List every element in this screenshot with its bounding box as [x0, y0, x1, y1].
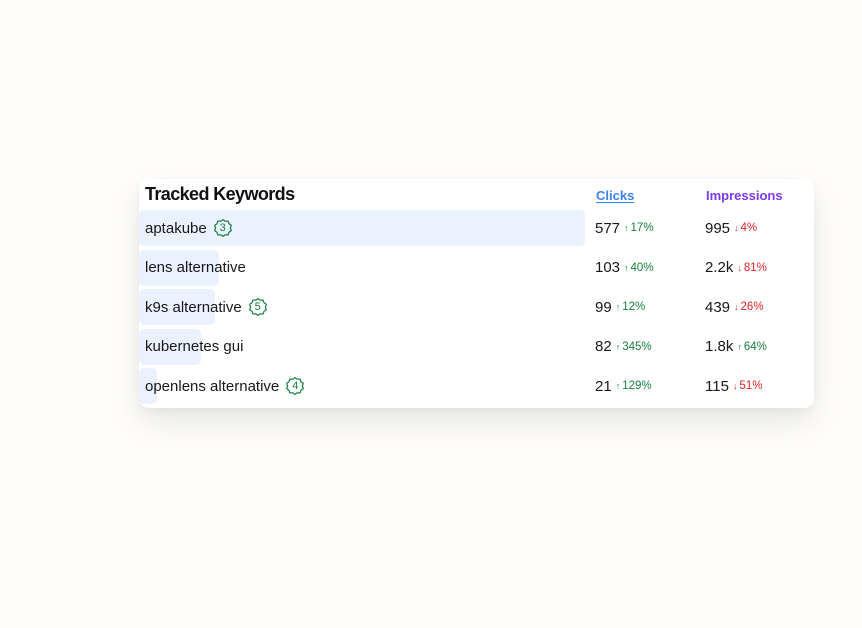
clicks-delta-value: 129%	[622, 380, 652, 393]
impressions-delta: ↓ 4%	[734, 222, 757, 234]
keyword-row[interactable]: openlens alternative 4 21 ↑ 129% 115 ↓ 51%	[139, 368, 814, 405]
keyword-share-bar	[139, 368, 157, 405]
tracked-keywords-card: Tracked Keywords Clicks Impressions apta…	[139, 179, 814, 408]
rank-number: 3	[219, 222, 226, 234]
keyword-label: openlens alternative	[145, 377, 280, 395]
impressions-delta-value: 26%	[740, 301, 764, 314]
clicks-delta: ↑ 129%	[616, 380, 652, 392]
impressions-cell: 115 ↓ 51%	[705, 368, 762, 404]
impressions-value: 439	[705, 298, 731, 316]
impressions-delta: ↓ 81%	[737, 262, 767, 274]
impressions-delta: ↓ 26%	[734, 301, 764, 313]
impressions-value: 2.2k	[705, 259, 734, 277]
keyword-share-bar	[139, 289, 215, 326]
impressions-value: 995	[705, 219, 731, 237]
keyword-share-bar	[139, 249, 220, 286]
keyword-label: lens alternative	[145, 259, 246, 277]
impressions-column-header[interactable]: Impressions	[706, 188, 783, 203]
clicks-delta: ↑ 40%	[624, 262, 654, 274]
keyword-label: kubernetes gui	[145, 338, 244, 356]
clicks-delta: ↑ 12%	[616, 301, 646, 313]
impressions-value: 1.8k	[705, 338, 734, 356]
clicks-value: 99	[595, 298, 612, 316]
keyword-row[interactable]: k9s alternative 5 99 ↑ 12% 439 ↓ 26%	[139, 289, 814, 326]
arrow-down-icon: ↓	[737, 262, 742, 273]
clicks-value: 577	[595, 219, 621, 237]
rank-badge-icon: 3	[213, 218, 233, 238]
keyword-row[interactable]: lens alternative 103 ↑ 40% 2.2k ↓ 81%	[139, 249, 814, 286]
rank-badge-icon: 5	[248, 297, 268, 317]
impressions-delta-value: 4%	[740, 222, 758, 234]
clicks-delta: ↑ 17%	[624, 222, 654, 234]
clicks-delta-value: 17%	[630, 222, 654, 234]
arrow-up-icon: ↑	[624, 262, 629, 273]
clicks-cell: 21 ↑ 129%	[595, 368, 652, 404]
keyword-cell: lens alternative	[145, 250, 246, 286]
keyword-cell: openlens alternative 4	[145, 368, 305, 404]
keyword-label: k9s alternative	[145, 298, 242, 316]
arrow-up-icon: ↑	[615, 381, 621, 392]
keyword-share-bar	[139, 328, 202, 365]
arrow-up-icon: ↑	[737, 341, 742, 352]
clicks-column-header[interactable]: Clicks	[596, 188, 635, 203]
keyword-cell: k9s alternative 5	[145, 289, 268, 325]
impressions-value: 115	[705, 377, 729, 395]
impressions-cell: 1.8k ↑ 64%	[705, 329, 767, 365]
impressions-delta-value: 81%	[743, 261, 767, 274]
clicks-value: 82	[595, 338, 612, 356]
card-title: Tracked Keywords	[145, 184, 295, 204]
clicks-cell: 103 ↑ 40%	[595, 250, 654, 286]
keyword-share-bar	[139, 210, 585, 246]
clicks-cell: 577 ↑ 17%	[595, 210, 654, 246]
clicks-value: 103	[595, 259, 621, 277]
impressions-delta-value: 51%	[739, 380, 763, 393]
keyword-row[interactable]: kubernetes gui 82 ↑ 345% 1.8k ↑ 64%	[139, 328, 814, 365]
clicks-value: 21	[595, 377, 612, 395]
keyword-cell: aptakube 3	[145, 210, 233, 246]
impressions-cell: 995 ↓ 4%	[705, 210, 757, 246]
keyword-label: aptakube	[145, 219, 207, 237]
clicks-cell: 82 ↑ 345%	[595, 329, 652, 365]
arrow-up-icon: ↑	[615, 302, 621, 313]
clicks-delta: ↑ 345%	[616, 341, 652, 353]
rank-badge-icon: 4	[285, 376, 305, 396]
impressions-cell: 2.2k ↓ 81%	[705, 250, 767, 286]
keyword-row[interactable]: aptakube 3 577 ↑ 17% 995 ↓ 4%	[139, 210, 814, 246]
impressions-delta: ↑ 64%	[737, 341, 767, 353]
clicks-cell: 99 ↑ 12%	[595, 289, 645, 325]
arrow-up-icon: ↑	[615, 341, 621, 352]
clicks-delta-value: 345%	[622, 340, 652, 353]
rank-number: 4	[292, 380, 299, 393]
arrow-up-icon: ↑	[624, 223, 629, 233]
clicks-delta-value: 40%	[630, 261, 654, 274]
arrow-down-icon: ↓	[734, 302, 739, 313]
impressions-delta: ↓ 51%	[733, 380, 763, 392]
rank-number: 5	[254, 301, 261, 314]
impressions-cell: 439 ↓ 26%	[705, 289, 764, 325]
impressions-delta-value: 64%	[743, 340, 767, 353]
keyword-cell: kubernetes gui	[145, 329, 243, 365]
arrow-down-icon: ↓	[732, 381, 738, 392]
clicks-delta-value: 12%	[622, 301, 646, 314]
arrow-down-icon: ↓	[734, 223, 739, 233]
